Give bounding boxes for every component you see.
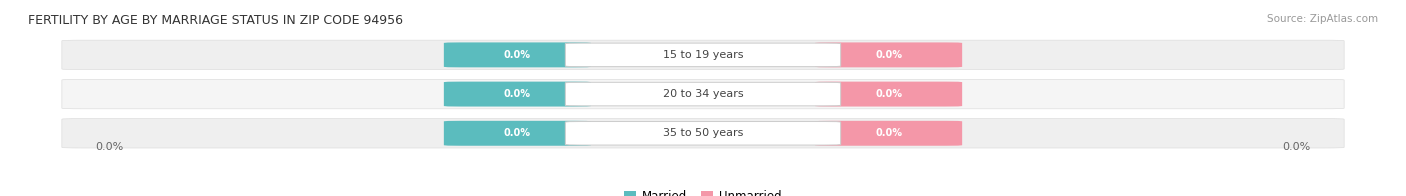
FancyBboxPatch shape — [444, 42, 591, 67]
Text: FERTILITY BY AGE BY MARRIAGE STATUS IN ZIP CODE 94956: FERTILITY BY AGE BY MARRIAGE STATUS IN Z… — [28, 14, 404, 27]
Text: 20 to 34 years: 20 to 34 years — [662, 89, 744, 99]
Text: 0.0%: 0.0% — [875, 50, 903, 60]
FancyBboxPatch shape — [62, 119, 1344, 148]
FancyBboxPatch shape — [62, 79, 1344, 109]
FancyBboxPatch shape — [815, 82, 962, 107]
Text: 0.0%: 0.0% — [503, 89, 531, 99]
Text: 0.0%: 0.0% — [96, 142, 124, 152]
FancyBboxPatch shape — [565, 122, 841, 145]
FancyBboxPatch shape — [815, 42, 962, 67]
Text: 0.0%: 0.0% — [875, 89, 903, 99]
Text: 0.0%: 0.0% — [1282, 142, 1310, 152]
Text: 0.0%: 0.0% — [875, 128, 903, 138]
FancyBboxPatch shape — [815, 121, 962, 146]
Text: 0.0%: 0.0% — [503, 50, 531, 60]
Text: 35 to 50 years: 35 to 50 years — [662, 128, 744, 138]
FancyBboxPatch shape — [565, 43, 841, 67]
FancyBboxPatch shape — [565, 82, 841, 106]
Text: Source: ZipAtlas.com: Source: ZipAtlas.com — [1267, 14, 1378, 24]
FancyBboxPatch shape — [444, 82, 591, 107]
Text: 15 to 19 years: 15 to 19 years — [662, 50, 744, 60]
Legend: Married, Unmarried: Married, Unmarried — [620, 186, 786, 196]
FancyBboxPatch shape — [62, 40, 1344, 70]
FancyBboxPatch shape — [444, 121, 591, 146]
Text: 0.0%: 0.0% — [503, 128, 531, 138]
